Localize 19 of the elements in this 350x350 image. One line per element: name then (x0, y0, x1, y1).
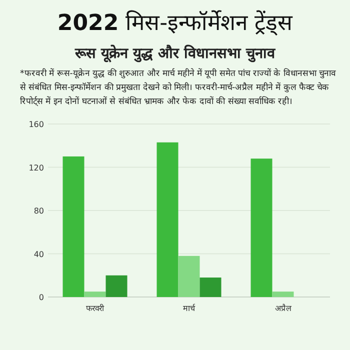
text: *फरवरी में रूस-यूक्रेन युद्ध की शुरुआत और मार्च महीने में यूपी समेत पांच राज्यों के विधानसभा चुनाव से संबंधित मिस-इन्फॉर्मेशन की प्रमुखता देखने को मिली। फरवरी-मार्च-अप्रैल महीने में कुल फैक्ट चेक रिपोर्ट्स में इन दोनों घटनाओं से संबंधित भ्रामक और फेक दावों की संख्या सर्वाधिक रही। (20, 68, 336, 107)
bar (178, 256, 200, 297)
chart-title: 2022 मिस-इन्फॉर्मेशन ट्रेंड्स (57, 10, 294, 36)
bar (106, 275, 128, 297)
bar (156, 142, 178, 297)
y-tick-label: 160 (28, 120, 44, 129)
bar (272, 292, 294, 297)
y-tick-label: 0 (38, 293, 44, 302)
y-tick-label: 120 (28, 163, 44, 172)
bar (200, 278, 222, 297)
bar (84, 292, 106, 297)
y-tick-label: 80 (34, 206, 44, 216)
bar (62, 156, 84, 297)
x-tick-label: फरवरी (86, 303, 105, 313)
bar (250, 158, 272, 297)
chart-subtitle: रूस यूक्रेन युद्ध और विधानसभा चुनाव (74, 44, 276, 63)
x-tick-label: मार्च (183, 303, 196, 313)
x-tick-label: अप्रैल (275, 303, 292, 313)
y-tick-label: 40 (34, 250, 44, 259)
